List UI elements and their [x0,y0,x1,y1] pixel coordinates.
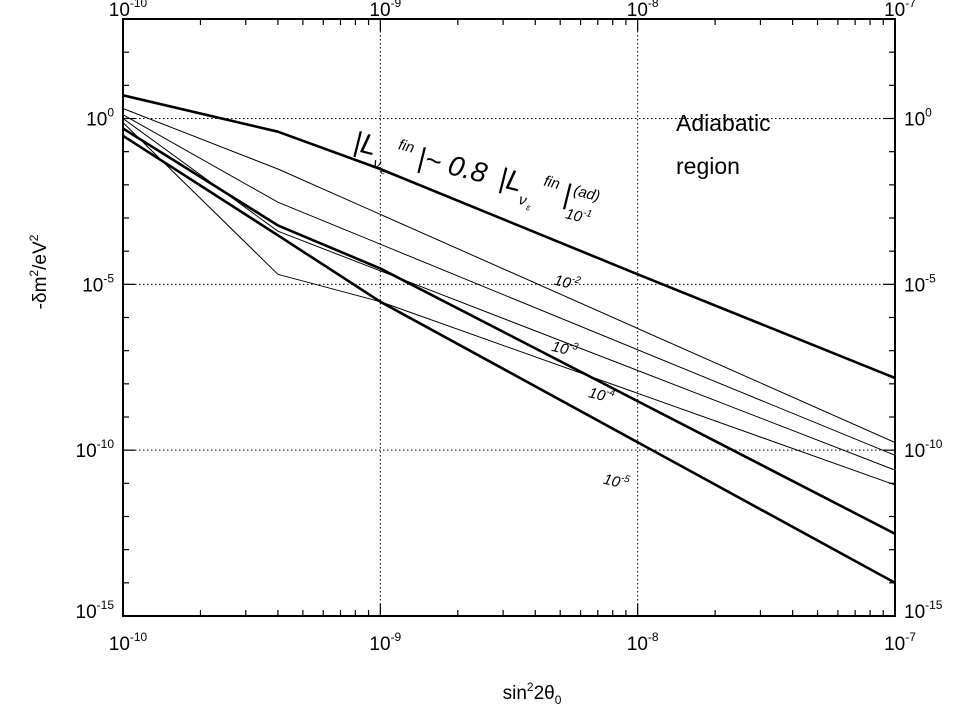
x-tick-label-bottom: 10-7 [884,630,916,655]
svg-text:ν: ν [371,155,383,173]
x-tick-label-bottom: 10-10 [109,630,148,655]
contour-label-2: 10-2 [552,270,582,295]
series-line-6 [122,127,896,535]
region-label-line1: Adiabatic [676,110,771,136]
contour-labels: 10-1 10-2 10-3 10-4 10-5 [550,203,632,494]
y-axis-title: -δm2/eV2 [27,234,51,309]
series-line-4 [122,118,896,471]
grid-lines [123,19,895,616]
y-tick-label-left: 10-5 [82,271,114,296]
svg-text:(ad): (ad) [572,182,602,205]
plot-frame [122,18,896,617]
y-tick-label-right: 10-15 [904,598,943,623]
contour-label-5: 10-5 [602,469,632,494]
y-tick-label-left: 10-15 [76,598,115,623]
svg-text:e: e [380,166,387,177]
series-line-7 [122,134,896,584]
x-tick-label-top: 10-9 [369,0,401,21]
region-label-line2: region [676,153,740,179]
series-line-2 [122,108,896,443]
x-tick-label-top: 10-7 [884,0,916,21]
series-line-1 [122,94,896,380]
series-lines [122,94,896,584]
svg-text:ε: ε [525,202,532,213]
x-axis-title: sin22θ0 [503,680,562,707]
y-tick-label-right: 100 [904,106,932,131]
y-tick-label-right: 10-10 [904,437,943,462]
svg-text:fin: fin [542,173,561,193]
contour-label-4: 10-4 [587,382,617,407]
x-tick-label-top: 10-10 [109,0,148,21]
svg-text:|~ 0.8: |~ 0.8 [415,142,491,189]
series-line-3 [122,114,896,456]
x-tick-label-bottom: 10-9 [369,630,401,655]
series-line-5 [122,122,896,486]
x-tick-label-bottom: 10-8 [627,630,659,655]
contour-label-3: 10-3 [550,336,580,361]
svg-text:fin: fin [397,136,416,156]
y-tick-label-left: 10-10 [76,437,115,462]
formula-annotation: |L ν e fin |~ 0.8 |L ν ε fin | (ad) [351,126,602,213]
x-tick-label-top: 10-8 [627,0,659,21]
y-tick-label-right: 10-5 [904,271,936,296]
contour-label-1: 10-1 [564,203,593,228]
axis-ticks [122,18,896,617]
y-tick-label-left: 100 [86,106,114,131]
svg-text:ν: ν [517,191,529,209]
tick-labels: 10-10 10-10 10-9 10-9 10-8 10-8 10-7 10-7 100 100… [76,0,943,655]
